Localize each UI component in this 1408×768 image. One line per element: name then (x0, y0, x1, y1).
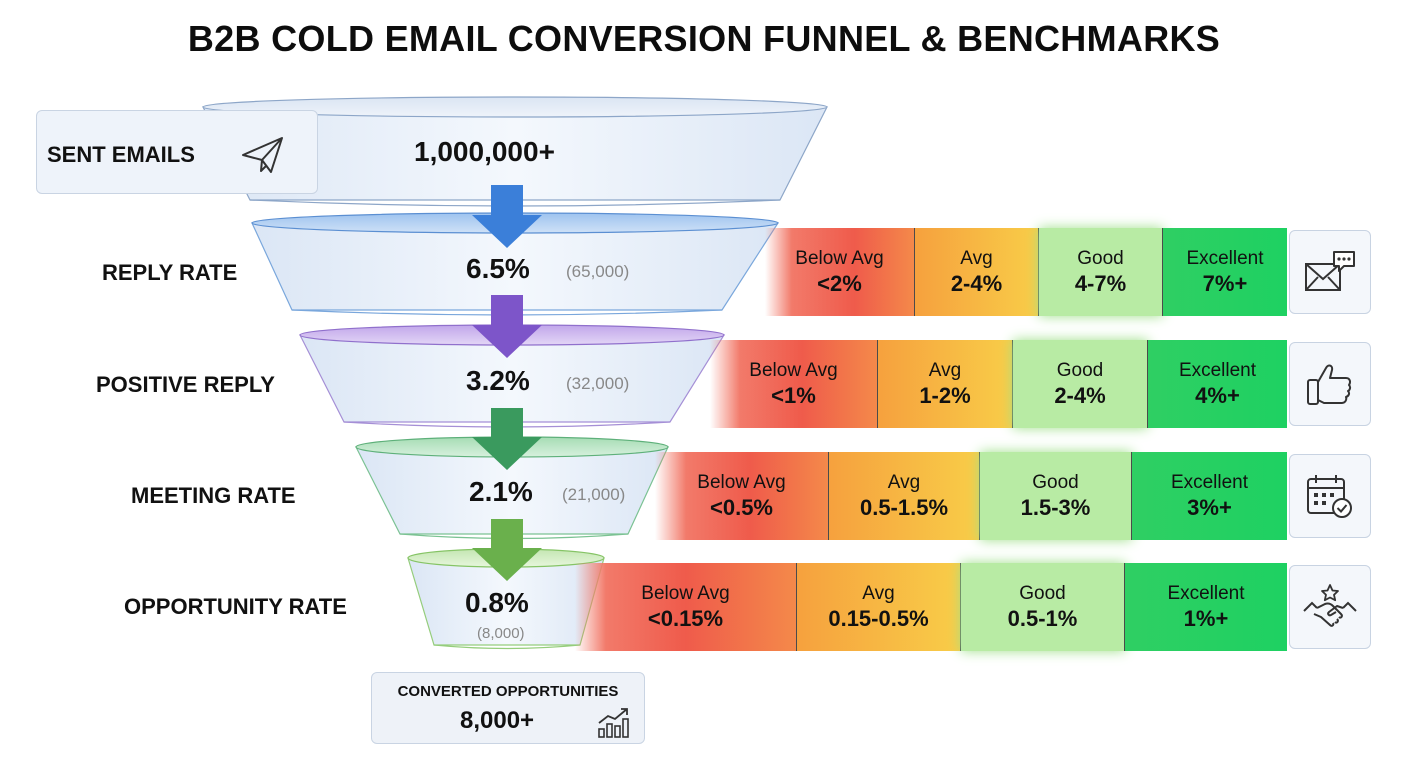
benchmark-below-avg: Below Avg <0.15% (575, 563, 797, 651)
arrow-down-icon (472, 295, 542, 358)
reply-benchmark-bar: Below Avg <2% Avg 2-4% Good 4-7% Excelle… (765, 228, 1287, 316)
growth-chart-icon (598, 708, 629, 738)
benchmark-below-avg: Below Avg <1% (710, 340, 878, 428)
sent-emails-label: SENT EMAILS (47, 142, 195, 167)
benchmark-below-avg: Below Avg <0.5% (655, 452, 829, 540)
benchmark-range: <0.15% (647, 606, 724, 631)
benchmark-range: 1%+ (1183, 606, 1229, 631)
paper-plane-icon (242, 137, 283, 173)
meeting-benchmark-bar: Below Avg <0.5% Avg 0.5-1.5% Good 1.5-3%… (655, 452, 1287, 540)
opportunity-rate-count: (8,000) (477, 625, 525, 642)
arrow-down-icon (472, 185, 542, 248)
opportunity-icon-box (1289, 565, 1371, 649)
reply-icon-box (1289, 230, 1371, 314)
positive-icon-box (1289, 342, 1371, 426)
arrow-down-icon (472, 519, 542, 581)
benchmark-name: Below Avg (795, 248, 884, 269)
benchmark-name: Avg (928, 360, 962, 381)
benchmark-range: <0.5% (710, 495, 773, 520)
positive-benchmark-bar: Below Avg <1% Avg 1-2% Good 2-4% Excelle… (710, 340, 1287, 428)
benchmark-name: Good (1056, 360, 1104, 381)
benchmark-range: 4-7% (1074, 271, 1127, 296)
meeting-icon-box (1289, 454, 1371, 538)
benchmark-range: 0.5-1.5% (859, 495, 949, 520)
meeting-rate-count: (21,000) (562, 485, 626, 504)
reply-rate-value: 6.5% (466, 253, 530, 284)
arrow-down-icon (472, 408, 542, 470)
benchmark-name: Good (1077, 248, 1124, 269)
benchmark-below-avg: Below Avg <2% (765, 228, 915, 316)
benchmark-range: <1% (771, 383, 816, 408)
benchmark-excellent: Excellent 7%+ (1163, 228, 1287, 316)
benchmark-name: Below Avg (641, 583, 730, 604)
benchmark-name: Avg (887, 472, 921, 493)
benchmark-range: 2-4% (1054, 383, 1106, 408)
benchmark-range: 7%+ (1202, 271, 1248, 296)
meeting-rate-value: 2.1% (469, 476, 533, 507)
converted-opportunities-box: CONVERTED OPPORTUNITIES 8,000+ (371, 672, 645, 744)
benchmark-name: Avg (960, 248, 993, 269)
handshake-star-icon (1303, 584, 1357, 627)
benchmark-range: 1-2% (919, 383, 971, 408)
benchmark-name: Below Avg (697, 472, 786, 493)
benchmark-range: 1.5-3% (1020, 495, 1091, 520)
sent-emails-value: 1,000,000+ (414, 136, 555, 167)
benchmark-name: Excellent (1178, 360, 1257, 381)
benchmark-good: Good 0.5-1% (961, 563, 1125, 651)
benchmark-range: 0.15-0.5% (828, 606, 929, 631)
converted-opportunities-label: CONVERTED OPPORTUNITIES (397, 683, 619, 700)
benchmark-good: Good 2-4% (1013, 340, 1148, 428)
thumbs-up-icon (1307, 364, 1352, 405)
meeting-rate-label: MEETING RATE (131, 483, 296, 508)
benchmark-name: Below Avg (749, 360, 838, 381)
opportunity-rate-value: 0.8% (465, 587, 529, 618)
benchmark-name: Good (1032, 472, 1079, 493)
benchmark-excellent: Excellent 1%+ (1125, 563, 1287, 651)
benchmark-name: Avg (862, 583, 895, 604)
calendar-check-icon (1307, 475, 1352, 518)
benchmark-avg: Avg 0.15-0.5% (797, 563, 961, 651)
benchmark-good: Good 4-7% (1039, 228, 1163, 316)
converted-opportunities-value: 8,000+ (460, 707, 535, 734)
benchmark-range: 4%+ (1195, 383, 1240, 408)
benchmark-name: Excellent (1167, 583, 1245, 604)
benchmark-range: 3%+ (1187, 495, 1232, 520)
benchmark-range: 0.5-1% (1007, 606, 1078, 631)
benchmark-range: 2-4% (950, 271, 1003, 296)
benchmark-avg: Avg 0.5-1.5% (829, 452, 980, 540)
sent-emails-box: SENT EMAILS (36, 110, 318, 194)
page-title: B2B COLD EMAIL CONVERSION FUNNEL & BENCH… (187, 18, 1221, 59)
reply-rate-label: REPLY RATE (102, 260, 238, 285)
reply-rate-count: (65,000) (566, 262, 630, 281)
opportunity-rate-label: OPPORTUNITY RATE (124, 594, 347, 619)
email-chat-icon (1305, 251, 1355, 291)
positive-reply-label: POSITIVE REPLY (96, 372, 275, 397)
benchmark-avg: Avg 1-2% (878, 340, 1013, 428)
benchmark-name: Good (1019, 583, 1066, 604)
opportunity-benchmark-bar: Below Avg <0.15% Avg 0.15-0.5% Good 0.5-… (575, 563, 1287, 651)
positive-reply-value: 3.2% (466, 365, 530, 396)
benchmark-excellent: Excellent 3%+ (1132, 452, 1287, 540)
benchmark-name: Excellent (1186, 248, 1264, 269)
positive-reply-count: (32,000) (566, 374, 630, 393)
benchmark-name: Excellent (1170, 472, 1249, 493)
benchmark-avg: Avg 2-4% (915, 228, 1039, 316)
benchmark-good: Good 1.5-3% (980, 452, 1132, 540)
benchmark-excellent: Excellent 4%+ (1148, 340, 1287, 428)
benchmark-range: <2% (817, 271, 862, 296)
